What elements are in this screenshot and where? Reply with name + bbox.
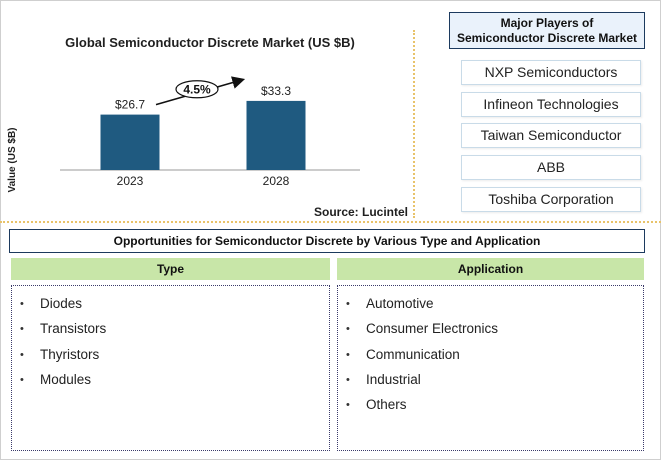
list-item: Communication xyxy=(338,346,643,371)
source-label: Source: Lucintel xyxy=(313,205,408,219)
player-item: Taiwan Semiconductor xyxy=(461,123,641,148)
player-item: NXP Semiconductors xyxy=(461,60,641,85)
bar-2023 xyxy=(100,114,160,170)
value-label-2028: $33.3 xyxy=(261,84,291,98)
list-item: Modules xyxy=(12,371,329,396)
tick-label-2023: 2023 xyxy=(117,174,144,188)
type-column: Diodes Transistors Thyristors Modules xyxy=(11,285,330,451)
vertical-divider xyxy=(413,30,415,218)
player-item: Toshiba Corporation xyxy=(461,187,641,212)
player-item: ABB xyxy=(461,155,641,180)
list-item: Automotive xyxy=(338,295,643,320)
bar-2028 xyxy=(246,100,306,170)
list-item: Thyristors xyxy=(12,346,329,371)
list-item: Consumer Electronics xyxy=(338,320,643,345)
y-axis-label: Value (US $B) xyxy=(7,127,18,193)
bar-chart: $26.7 2023 $33.3 2028 4.5% xyxy=(60,76,360,188)
list-item: Transistors xyxy=(12,320,329,345)
opportunities-title: Opportunities for Semiconductor Discrete… xyxy=(9,229,645,253)
player-item: Infineon Technologies xyxy=(461,92,641,117)
application-column-header: Application xyxy=(337,258,644,280)
players-panel-title: Major Players of Semiconductor Discrete … xyxy=(449,12,645,49)
growth-cagr-badge xyxy=(175,80,219,99)
application-column: Automotive Consumer Electronics Communic… xyxy=(337,285,644,451)
value-label-2023: $26.7 xyxy=(115,98,145,112)
tick-label-2028: 2028 xyxy=(263,174,290,188)
type-column-header: Type xyxy=(11,258,330,280)
list-item: Diodes xyxy=(12,295,329,320)
chart-title: Global Semiconductor Discrete Market (US… xyxy=(65,35,355,50)
list-item: Industrial xyxy=(338,371,643,396)
growth-cagr-label: 4.5% xyxy=(183,82,211,96)
players-title-line-2: Semiconductor Discrete Market xyxy=(456,31,638,45)
horizontal-divider xyxy=(0,221,661,223)
players-title-line-1: Major Players of xyxy=(500,16,594,30)
list-item: Others xyxy=(338,396,643,421)
